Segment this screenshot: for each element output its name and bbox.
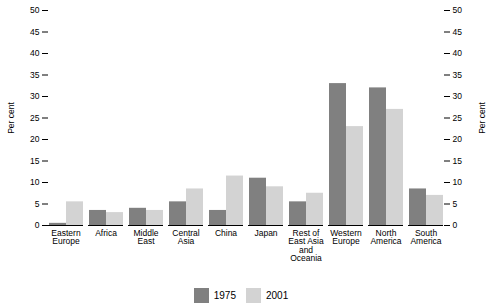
svg-text:25: 25 (453, 113, 463, 123)
svg-text:CentralAsia: CentralAsia (172, 228, 200, 247)
svg-text:MiddleEast: MiddleEast (133, 228, 158, 247)
svg-text:Japan: Japan (254, 228, 277, 238)
svg-text:Africa: Africa (95, 228, 117, 238)
svg-text:40: 40 (453, 48, 463, 58)
svg-text:45: 45 (453, 27, 463, 37)
svg-text:15: 15 (453, 156, 463, 166)
svg-text:20: 20 (453, 134, 463, 144)
svg-text:10: 10 (30, 177, 40, 187)
svg-text:China: China (215, 228, 237, 238)
svg-text:WesternEurope: WesternEurope (330, 228, 362, 247)
svg-text:50: 50 (30, 5, 40, 15)
svg-text:20: 20 (30, 134, 40, 144)
svg-text:SouthAmerica: SouthAmerica (410, 228, 441, 247)
svg-text:NorthAmerica: NorthAmerica (370, 228, 401, 247)
html-text:2001: 2001 (266, 290, 289, 301)
svg-text:Per cent: Per cent (6, 102, 16, 134)
svg-text:25: 25 (30, 113, 40, 123)
svg-text:Rest ofEast AsiaandOceania: Rest ofEast AsiaandOceania (288, 228, 324, 264)
svg-text:30: 30 (453, 91, 463, 101)
svg-text:15: 15 (30, 156, 40, 166)
svg-text:5: 5 (35, 199, 40, 209)
svg-text:50: 50 (453, 5, 463, 15)
svg-text:0: 0 (453, 220, 458, 230)
svg-text:5: 5 (453, 199, 458, 209)
svg-text:40: 40 (30, 48, 40, 58)
svg-text:35: 35 (453, 70, 463, 80)
svg-text:Per cent: Per cent (477, 102, 487, 134)
svg-text:10: 10 (453, 177, 463, 187)
svg-text:30: 30 (30, 91, 40, 101)
svg-text:0: 0 (35, 220, 40, 230)
svg-text:45: 45 (30, 27, 40, 37)
svg-text:EasternEurope: EasternEurope (51, 228, 81, 247)
svg-text:35: 35 (30, 70, 40, 80)
html-text:1975: 1975 (213, 290, 236, 301)
